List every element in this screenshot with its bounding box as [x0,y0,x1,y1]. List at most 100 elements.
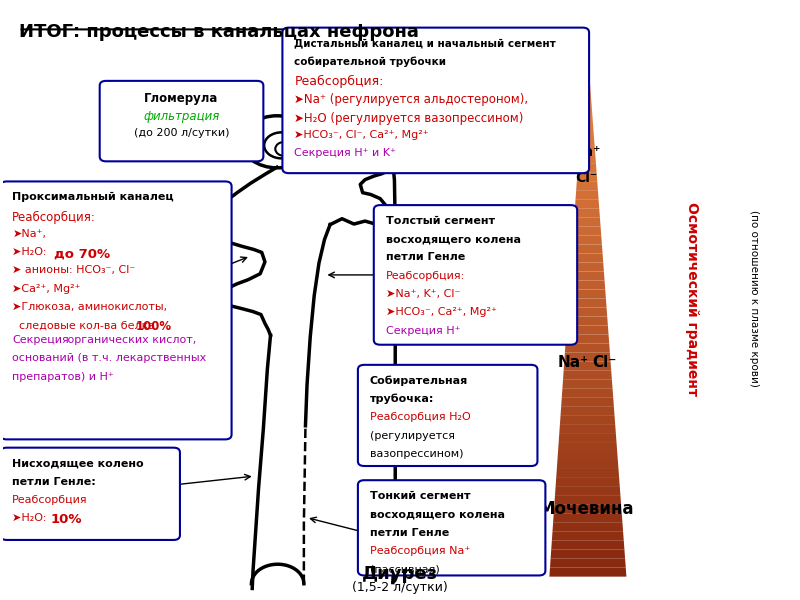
Polygon shape [554,505,622,514]
Text: ➤Глюкоза, аминокислоты,: ➤Глюкоза, аминокислоты, [12,302,167,312]
Text: петли Генле:: петли Генле: [12,476,96,487]
Polygon shape [586,38,587,47]
Polygon shape [566,334,610,343]
Polygon shape [578,155,596,164]
Polygon shape [553,514,622,523]
Polygon shape [570,263,604,272]
Polygon shape [558,451,618,460]
Text: Cl⁻: Cl⁻ [575,172,598,185]
Text: вазопрессином): вазопрессином) [370,449,463,459]
Text: трубочка:: трубочка: [370,394,434,404]
Text: (1,5-2 л/сутки): (1,5-2 л/сутки) [352,581,448,595]
Text: Реабсорбция H₂O: Реабсорбция H₂O [370,412,470,422]
Polygon shape [550,559,626,568]
Polygon shape [578,146,595,155]
Text: ➤Na⁺,: ➤Na⁺, [12,229,46,239]
Text: ИТОГ: процессы в канальцах нефрона: ИТОГ: процессы в канальцах нефрона [18,23,418,41]
Polygon shape [586,47,588,56]
Polygon shape [566,316,608,325]
Text: Нисходящее колено: Нисходящее колено [12,458,144,469]
Polygon shape [551,541,625,550]
Polygon shape [561,406,614,415]
Text: Толстый сегмент: Толстый сегмент [386,216,495,226]
Polygon shape [563,370,612,379]
Text: ➤Na⁺, K⁺, Cl⁻: ➤Na⁺, K⁺, Cl⁻ [386,289,460,299]
Text: Гломерула: Гломерула [144,92,218,104]
Text: петли Генле: петли Генле [386,253,465,262]
Polygon shape [550,568,626,577]
Text: (до 200 л/сутки): (до 200 л/сутки) [134,128,230,138]
Polygon shape [555,487,621,496]
Text: ➤ анионы: HCO₃⁻, Cl⁻: ➤ анионы: HCO₃⁻, Cl⁻ [12,265,135,275]
Polygon shape [577,173,598,182]
Text: (пассивная): (пассивная) [370,564,439,574]
Polygon shape [552,532,624,541]
Text: следовые кол-ва белка:: следовые кол-ва белка: [12,320,162,331]
Text: Диурез: Диурез [362,565,438,583]
Polygon shape [550,550,625,559]
Polygon shape [576,182,598,191]
Polygon shape [579,137,594,146]
Text: органических кислот,: органических кислот, [64,335,196,345]
Text: Секреция H⁺: Секреция H⁺ [386,326,460,336]
Polygon shape [574,218,601,227]
FancyBboxPatch shape [282,28,589,173]
Polygon shape [584,65,590,74]
Polygon shape [580,128,594,137]
Text: препаратов) и H⁺: препаратов) и H⁺ [12,372,114,382]
Text: Реабсорбция:: Реабсорбция: [386,271,465,281]
Polygon shape [575,191,598,200]
Text: (по отношению к плазме крови): (по отношению к плазме крови) [749,210,758,387]
Text: 10%: 10% [50,514,82,526]
Text: восходящего колена: восходящего колена [386,234,521,244]
Text: собирательной трубочки: собирательной трубочки [294,56,446,67]
Text: Реабсорбция Na⁺: Реабсорбция Na⁺ [370,546,470,556]
Text: ➤Ca²⁺, Mg²⁺: ➤Ca²⁺, Mg²⁺ [12,284,81,294]
Polygon shape [568,298,606,307]
Text: Секреция: Секреция [12,335,69,345]
Polygon shape [561,397,614,406]
Polygon shape [574,209,600,218]
Text: Cl⁻: Cl⁻ [592,355,616,370]
Text: петли Генле: петли Генле [370,527,449,538]
Text: Na⁺: Na⁺ [558,355,589,370]
Polygon shape [562,388,613,397]
Polygon shape [557,460,618,469]
Polygon shape [555,478,620,487]
Polygon shape [556,469,619,478]
Polygon shape [558,433,617,442]
Text: Реабсорбция:: Реабсорбция: [294,75,384,88]
Polygon shape [560,415,615,424]
Text: Дистальный каналец и начальный сегмент: Дистальный каналец и начальный сегмент [294,38,556,48]
Polygon shape [553,523,623,532]
FancyBboxPatch shape [358,480,546,575]
Text: до 70%: до 70% [54,247,110,260]
Polygon shape [564,352,610,361]
Text: Осмотический градиент: Осмотический градиент [686,202,699,395]
Text: оснований (в т.ч. лекарственных: оснований (в т.ч. лекарственных [12,353,206,364]
FancyBboxPatch shape [358,365,538,466]
Text: Реабсорбция: Реабсорбция [12,495,88,505]
Polygon shape [570,272,605,281]
Polygon shape [566,325,609,334]
FancyBboxPatch shape [374,205,577,345]
Polygon shape [558,442,617,451]
Text: 100%: 100% [135,320,171,334]
Polygon shape [559,424,616,433]
Polygon shape [570,281,606,290]
Text: Тонкий сегмент: Тонкий сегмент [370,491,470,501]
Polygon shape [573,227,602,236]
Text: Na⁺: Na⁺ [573,145,601,159]
Text: фильтрация: фильтрация [143,110,220,123]
Text: ➤HCO₃⁻, Ca²⁺, Mg²⁺: ➤HCO₃⁻, Ca²⁺, Mg²⁺ [386,307,497,317]
Polygon shape [569,290,606,298]
Polygon shape [572,245,602,254]
Text: восходящего колена: восходящего колена [370,509,505,519]
Polygon shape [581,119,594,128]
Polygon shape [567,307,607,316]
Polygon shape [581,110,593,119]
Text: ➤Na⁺ (регулируется альдостероном),: ➤Na⁺ (регулируется альдостероном), [294,93,529,106]
Text: ➤H₂O (регулируется вазопрессином): ➤H₂O (регулируется вазопрессином) [294,112,524,125]
Text: ➤HCO₃⁻, Cl⁻, Ca²⁺, Mg²⁺: ➤HCO₃⁻, Cl⁻, Ca²⁺, Mg²⁺ [294,130,429,140]
Text: ➤H₂O:: ➤H₂O: [12,247,50,257]
